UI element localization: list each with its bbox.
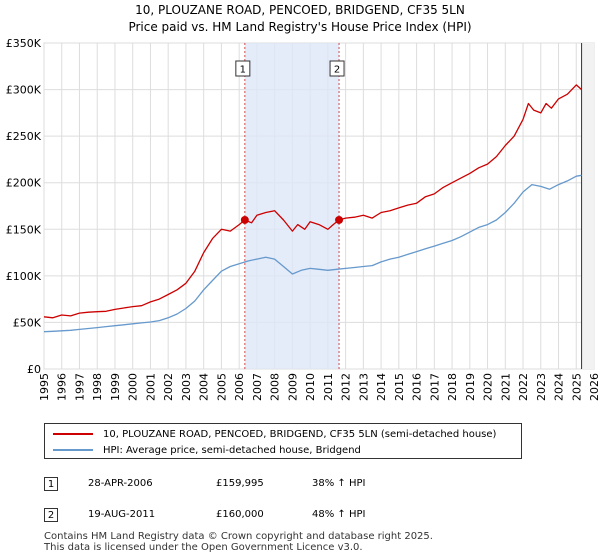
ownership-shaded-region [244, 43, 340, 369]
series-line-property [43, 84, 583, 319]
x-tick-label: 2010 [304, 373, 317, 401]
x-tick-label: 2013 [357, 373, 370, 401]
x-tick-label: 2018 [446, 373, 459, 401]
x-tick-label: 2019 [464, 373, 477, 401]
x-tick-label: 1995 [38, 373, 51, 401]
annotation-label: 1 [240, 65, 246, 76]
x-tick-label: 2004 [198, 373, 211, 401]
transaction-price: £160,000 [216, 509, 264, 520]
transaction-number: 2 [44, 508, 58, 522]
legend-item-hpi: HPI: Average price, semi-detached house,… [53, 442, 361, 458]
y-tick-label: £350K [6, 37, 42, 50]
x-tick-label: 2023 [535, 373, 548, 401]
y-tick-label: £100K [6, 270, 42, 283]
x-tick-label: 1998 [91, 373, 104, 401]
x-tick-label: 2024 [553, 373, 566, 401]
x-tick-label: 2003 [180, 373, 193, 401]
x-tick-label: 2026 [588, 373, 600, 401]
x-tick-label: 2020 [482, 373, 495, 401]
x-tick-label: 2009 [286, 373, 299, 401]
annotation-label: 2 [334, 65, 340, 76]
series-line-hpi [43, 174, 582, 333]
x-tick-label: 2012 [340, 373, 353, 401]
transaction-number: 1 [44, 477, 58, 491]
x-tick-label: 1996 [56, 373, 69, 401]
y-tick-label: £200K [6, 177, 42, 190]
x-tick-label: 2000 [127, 373, 140, 401]
transaction-date: 28-APR-2006 [88, 478, 153, 489]
legend-label-hpi: HPI: Average price, semi-detached house,… [103, 444, 361, 456]
x-tick-label: 2005 [215, 373, 228, 401]
footer-line-licence: This data is licensed under the Open Gov… [44, 542, 363, 553]
y-tick-label: £150K [6, 223, 42, 236]
x-tick-label: 1997 [73, 373, 86, 401]
y-tick-label: £250K [6, 130, 42, 143]
footer-attribution: Contains HM Land Registry data © Crown c… [44, 531, 433, 553]
x-tick-label: 2021 [499, 373, 512, 401]
x-tick-label: 2016 [411, 373, 424, 401]
transaction-hpi-delta: 48% ↑ HPI [312, 509, 366, 520]
x-tick-label: 2008 [269, 373, 282, 401]
chart-subtitle: Price paid vs. HM Land Registry's House … [128, 20, 472, 34]
x-tick-label: 2025 [570, 373, 583, 401]
footer-line-copyright: Contains HM Land Registry data © Crown c… [44, 531, 433, 542]
x-tick-label: 1999 [109, 373, 122, 401]
legend-label-property: 10, PLOUZANE ROAD, PENCOED, BRIDGEND, CF… [103, 428, 497, 440]
transaction-date: 19-AUG-2011 [88, 509, 156, 520]
x-tick-label: 2011 [322, 373, 335, 401]
y-tick-label: £50K [13, 316, 42, 329]
price-chart: £0 £50K £100K £150K £200K £250K £300K £350K 1995… [6, 37, 600, 401]
legend-item-property: 10, PLOUZANE ROAD, PENCOED, BRIDGEND, CF… [53, 426, 496, 442]
transaction-hpi-delta: 38% ↑ HPI [312, 478, 366, 489]
x-tick-label: 2014 [375, 373, 388, 401]
sale-point-marker [240, 215, 249, 224]
legend-swatch-property [53, 433, 93, 435]
y-tick-label: £300K [6, 84, 42, 97]
annotation-box [329, 60, 345, 77]
chart-legend: 10, PLOUZANE ROAD, PENCOED, BRIDGEND, CF… [44, 423, 522, 459]
x-tick-label: 2002 [162, 373, 175, 401]
forecast-region [581, 43, 594, 369]
x-tick-label: 2001 [144, 373, 157, 401]
x-tick-label: 2007 [251, 373, 264, 401]
x-tick-label: 2006 [233, 373, 246, 401]
transaction-price: £159,995 [216, 478, 264, 489]
x-tick-label: 2022 [517, 373, 530, 401]
annotation-box [235, 60, 251, 77]
chart-title: 10, PLOUZANE ROAD, PENCOED, BRIDGEND, CF… [135, 3, 465, 17]
sale-point-marker [335, 215, 344, 224]
y-tick-label: £0 [27, 363, 41, 376]
x-tick-label: 2015 [393, 373, 406, 401]
legend-swatch-hpi [53, 449, 93, 451]
x-tick-label: 2017 [428, 373, 441, 401]
